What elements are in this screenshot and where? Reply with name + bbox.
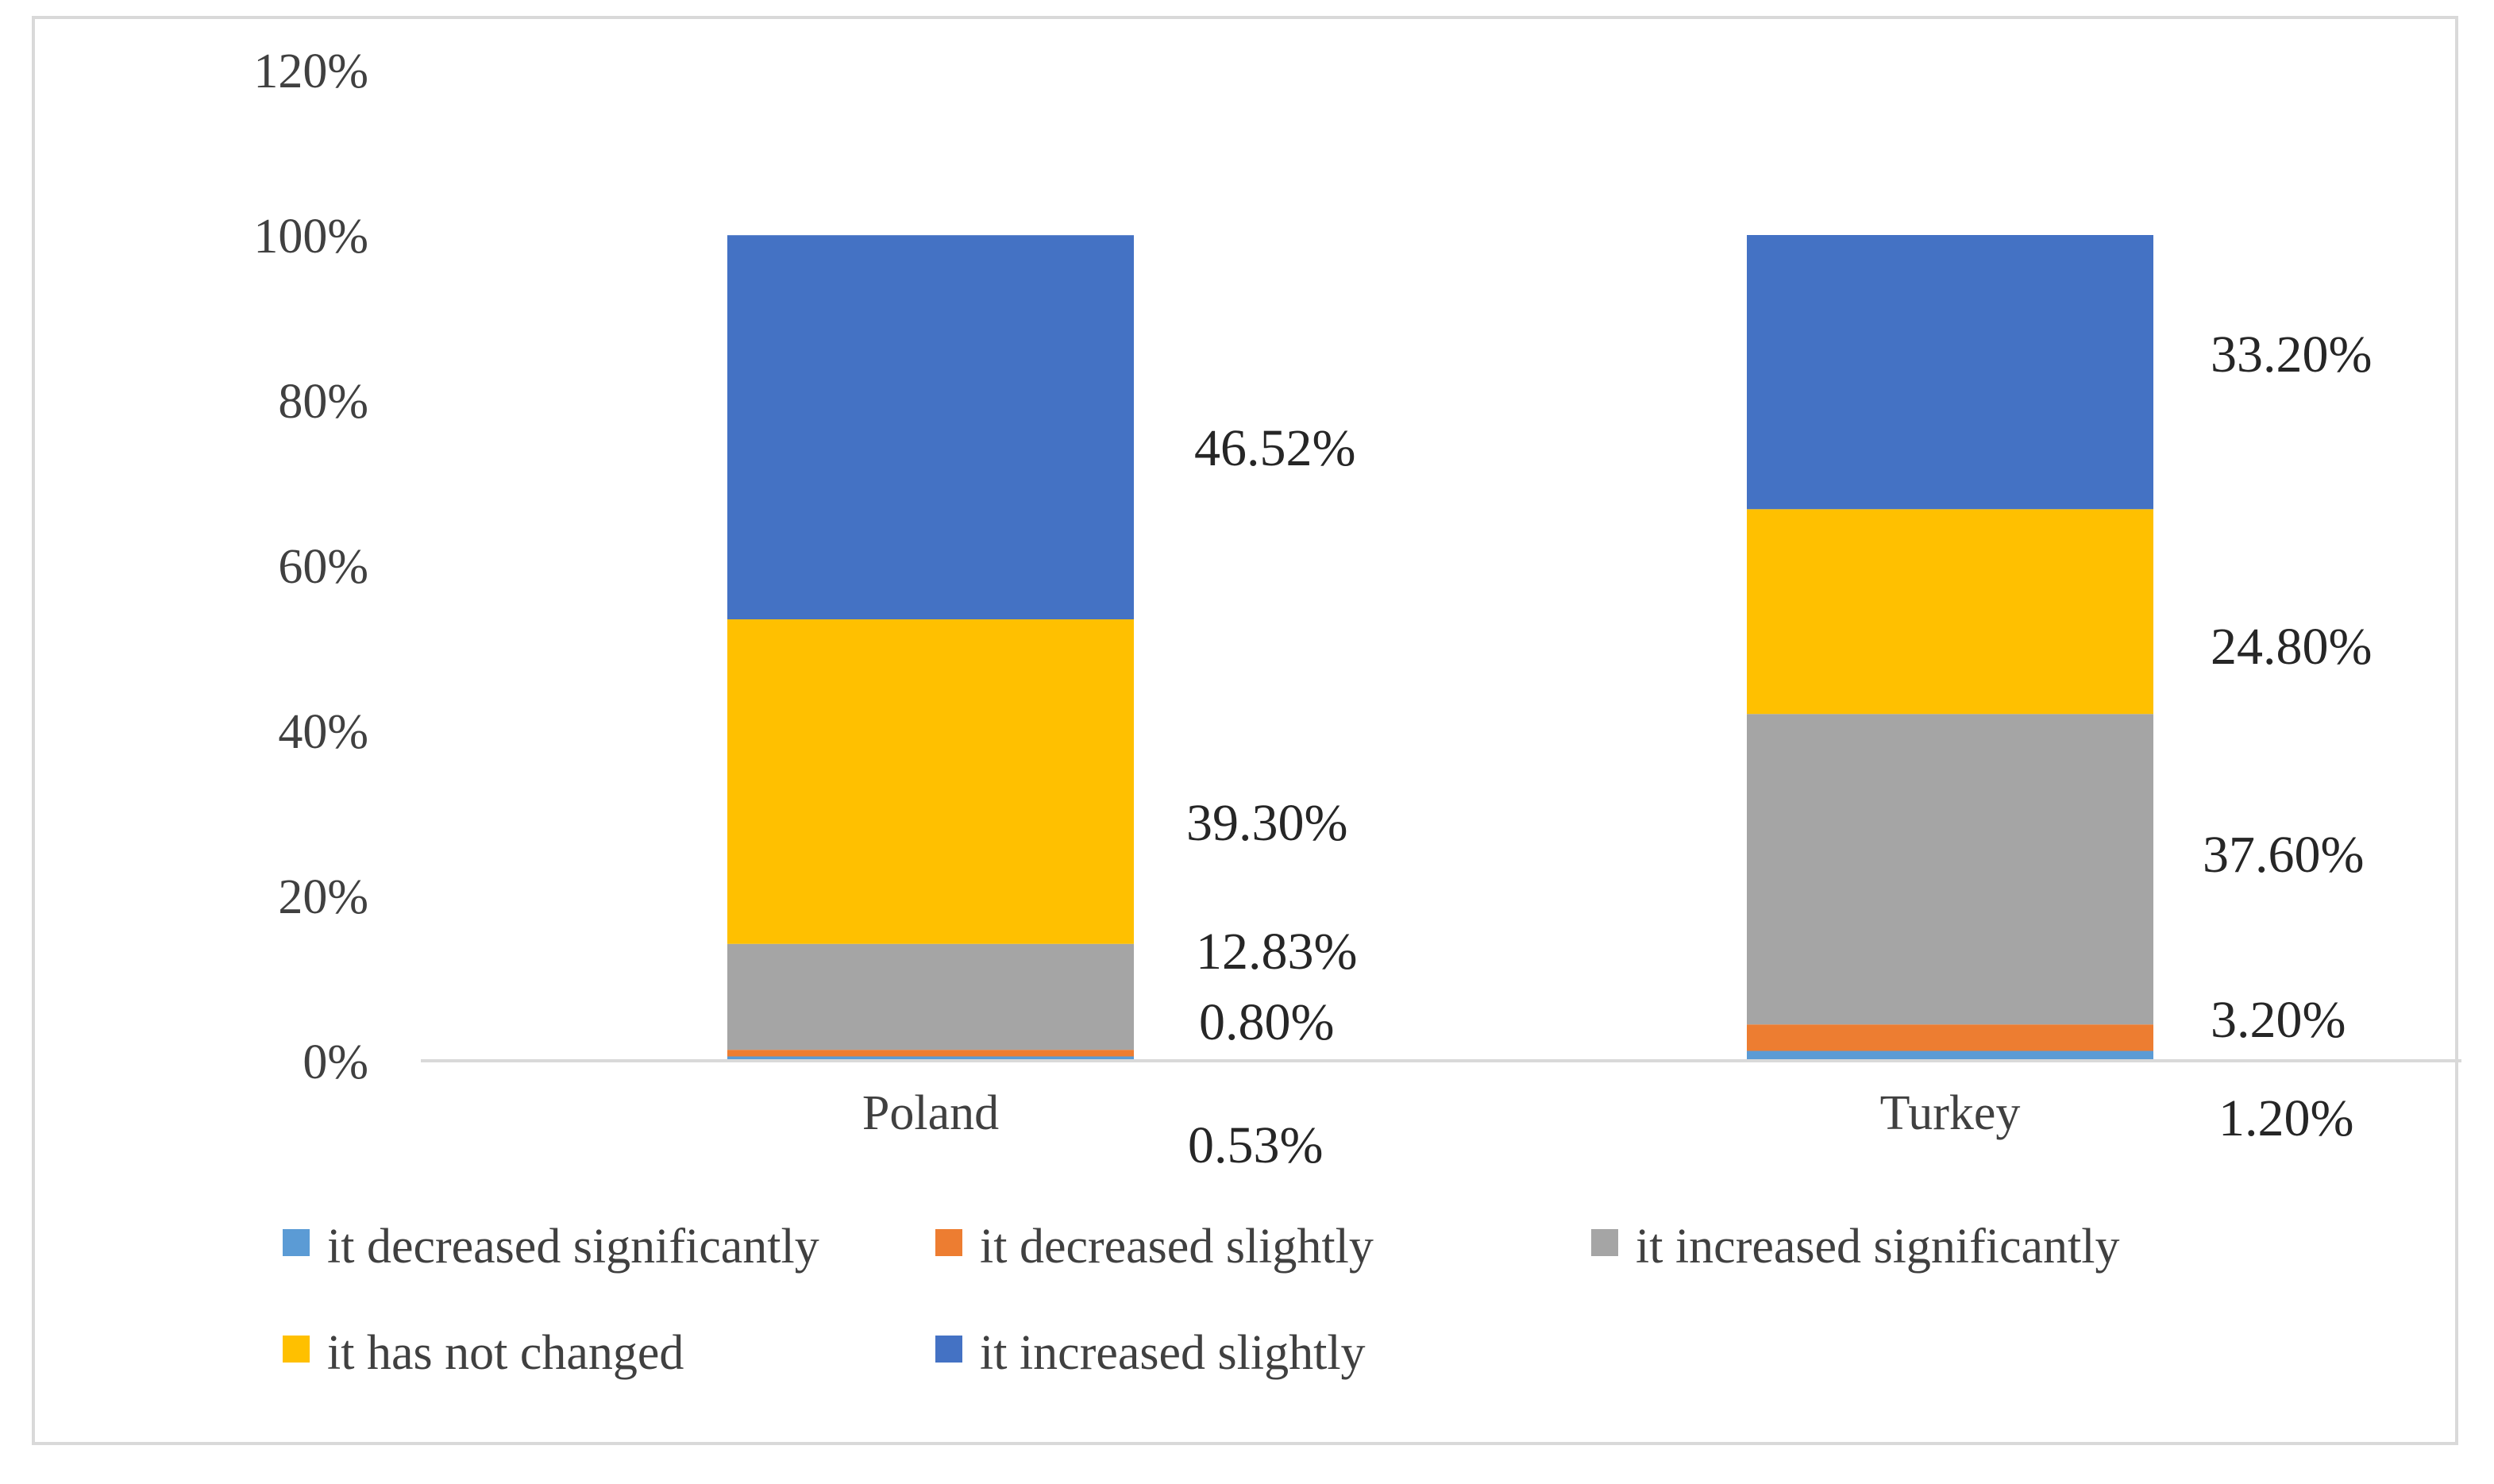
legend-label: it has not changed bbox=[327, 1326, 684, 1380]
legend-label: it increased significantly bbox=[1636, 1220, 2119, 1274]
y-tick-label: 20% bbox=[278, 870, 368, 924]
bar-segment-poland-2 bbox=[727, 943, 1134, 1050]
y-tick-label: 80% bbox=[278, 375, 368, 429]
legend: it decreased significantly it decreased s… bbox=[283, 1220, 2119, 1380]
bar-segment-turkey-1 bbox=[1747, 1024, 2153, 1051]
stacked-bar-chart: 0% 20% 40% 60% 80% 100% 120% Poland Turkey 0.53… bbox=[253, 44, 2461, 1380]
data-label: 37.60% bbox=[2203, 826, 2364, 884]
data-label: 33.20% bbox=[2211, 326, 2372, 384]
legend-label: it decreased significantly bbox=[327, 1220, 819, 1274]
x-axis: Poland Turkey bbox=[862, 1086, 2021, 1140]
data-label: 12.83% bbox=[1196, 923, 1357, 981]
legend-swatch bbox=[283, 1229, 310, 1256]
bar-segment-poland-4 bbox=[727, 235, 1134, 620]
x-tick-label: Turkey bbox=[1880, 1086, 2021, 1140]
data-labels: 0.53% 1.20% 0.80% 3.20% 12.83% 37.60% 39.30% 24… bbox=[1186, 326, 2372, 1174]
bars bbox=[727, 235, 2153, 1061]
y-axis: 0% 20% 40% 60% 80% 100% 120% bbox=[253, 44, 368, 1089]
y-tick-label: 100% bbox=[253, 210, 368, 264]
legend-swatch bbox=[283, 1336, 310, 1363]
chart-frame: 0% 20% 40% 60% 80% 100% 120% Poland Turkey 0.53… bbox=[32, 16, 2461, 1445]
bar-segment-poland-0 bbox=[727, 1056, 1134, 1061]
data-label: 0.80% bbox=[1199, 993, 1334, 1051]
legend-swatch bbox=[935, 1229, 962, 1256]
bar-segment-turkey-4 bbox=[1747, 235, 2153, 510]
bar-segment-turkey-2 bbox=[1747, 714, 2153, 1025]
legend-swatch bbox=[1591, 1229, 1618, 1256]
data-label: 1.20% bbox=[2218, 1089, 2353, 1147]
bar-segment-turkey-0 bbox=[1747, 1050, 2153, 1061]
data-label: 0.53% bbox=[1188, 1116, 1323, 1174]
data-label: 39.30% bbox=[1186, 794, 1347, 852]
y-tick-label: 0% bbox=[303, 1035, 368, 1089]
bar-segment-poland-1 bbox=[727, 1050, 1134, 1057]
data-label: 24.80% bbox=[2211, 618, 2372, 676]
bar-segment-turkey-3 bbox=[1747, 509, 2153, 715]
legend-label: it decreased slightly bbox=[980, 1220, 1374, 1274]
bar-segment-poland-3 bbox=[727, 619, 1134, 944]
x-tick-label: Poland bbox=[862, 1086, 999, 1140]
y-tick-label: 120% bbox=[253, 44, 368, 98]
data-label: 3.20% bbox=[2211, 991, 2346, 1049]
data-label: 46.52% bbox=[1194, 419, 1355, 477]
legend-label: it increased slightly bbox=[980, 1326, 1366, 1380]
y-tick-label: 40% bbox=[278, 705, 368, 759]
y-tick-label: 60% bbox=[278, 540, 368, 594]
legend-swatch bbox=[935, 1336, 962, 1363]
